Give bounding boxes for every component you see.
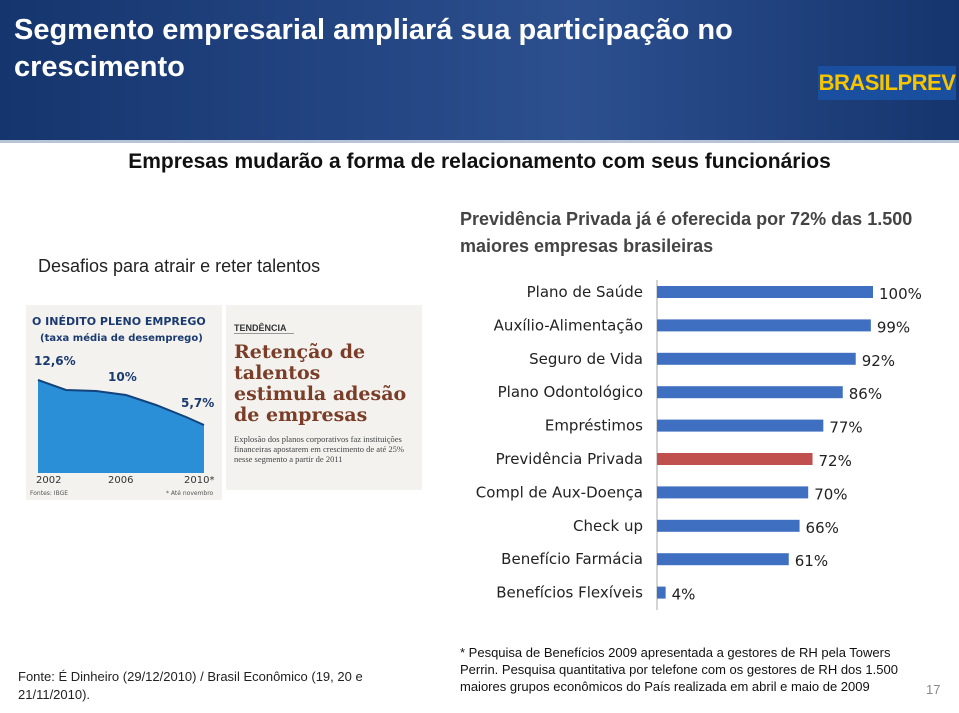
header-band [0, 0, 959, 143]
bar-chart: Plano de Saúde 100% Auxílio-Alimentação 99%… [476, 280, 922, 610]
clip-area [38, 380, 204, 473]
bar [657, 586, 666, 599]
right-heading: Previdência Privada já é oferecida por 7… [460, 209, 913, 256]
clipping-article: TENDÊNCIA Retenção de talentos estimula … [226, 305, 422, 490]
clip-tag: TENDÊNCIA [234, 323, 294, 334]
value-label: 86% [849, 385, 882, 403]
clip-subtitle: (taxa média de desemprego) [40, 332, 203, 344]
category-label: Plano de Saúde [527, 283, 643, 301]
page-number: 17 [926, 682, 941, 697]
logo: BRASILPREV [818, 66, 956, 100]
category-label: Check up [573, 517, 643, 535]
clip-year: 2010* [184, 475, 214, 486]
value-label: 61% [795, 552, 828, 570]
value-label: 77% [829, 419, 862, 437]
bar [657, 386, 843, 399]
category-label: Previdência Privada [496, 450, 643, 468]
value-label: 99% [877, 318, 910, 336]
clip-label: 12,6% [34, 354, 76, 368]
bar [657, 519, 800, 532]
bar [657, 319, 871, 332]
bar [657, 352, 856, 365]
value-label: 4% [672, 586, 696, 604]
left-heading: Desafios para atrair e reter talentos [38, 256, 321, 276]
bar [657, 419, 824, 432]
category-label: Compl de Aux-Doença [476, 483, 643, 501]
slide-title: Segmento empresarial ampliará sua partic… [14, 14, 733, 83]
clip-title: O INÉDITO PLENO EMPREGO [32, 315, 206, 328]
footnote: * Pesquisa de Benefícios 2009 apresentad… [460, 645, 898, 694]
bar [657, 286, 873, 298]
value-label: 100% [879, 285, 922, 303]
category-label: Plano Odontológico [498, 383, 643, 401]
clip-note: * Até novembro [166, 490, 214, 497]
value-label: 66% [806, 519, 839, 537]
bar [657, 453, 813, 465]
clip-source: Fontes: IBGE [30, 490, 68, 497]
bar [657, 486, 809, 499]
clip-line [37, 379, 205, 426]
clip-label: 10% [108, 370, 137, 384]
category-label: Auxílio-Alimentação [494, 316, 643, 334]
value-label: 70% [814, 485, 847, 503]
value-label: 72% [819, 452, 852, 470]
clipping-employment: O INÉDITO PLENO EMPREGO (taxa média de d… [26, 305, 222, 500]
category-label: Benefício Farmácia [501, 550, 643, 568]
category-label: Empréstimos [545, 417, 643, 435]
clip-label: 5,7% [181, 396, 214, 410]
bar [657, 553, 789, 566]
category-label: Benefícios Flexíveis [496, 584, 643, 602]
category-label: Seguro de Vida [529, 350, 643, 368]
clip-headline: Retenção de talentos estimula adesão de … [234, 341, 407, 426]
value-label: 92% [862, 352, 895, 370]
subtitle: Empresas mudarão a forma de relacionamen… [128, 150, 831, 173]
clip-year: 2006 [108, 475, 133, 486]
clip-year: 2002 [36, 475, 61, 486]
source: Fonte: É Dinheiro (29/12/2010) / Brasil … [18, 669, 363, 702]
clip-lead: Explosão dos planos corporativos faz ins… [234, 434, 404, 464]
